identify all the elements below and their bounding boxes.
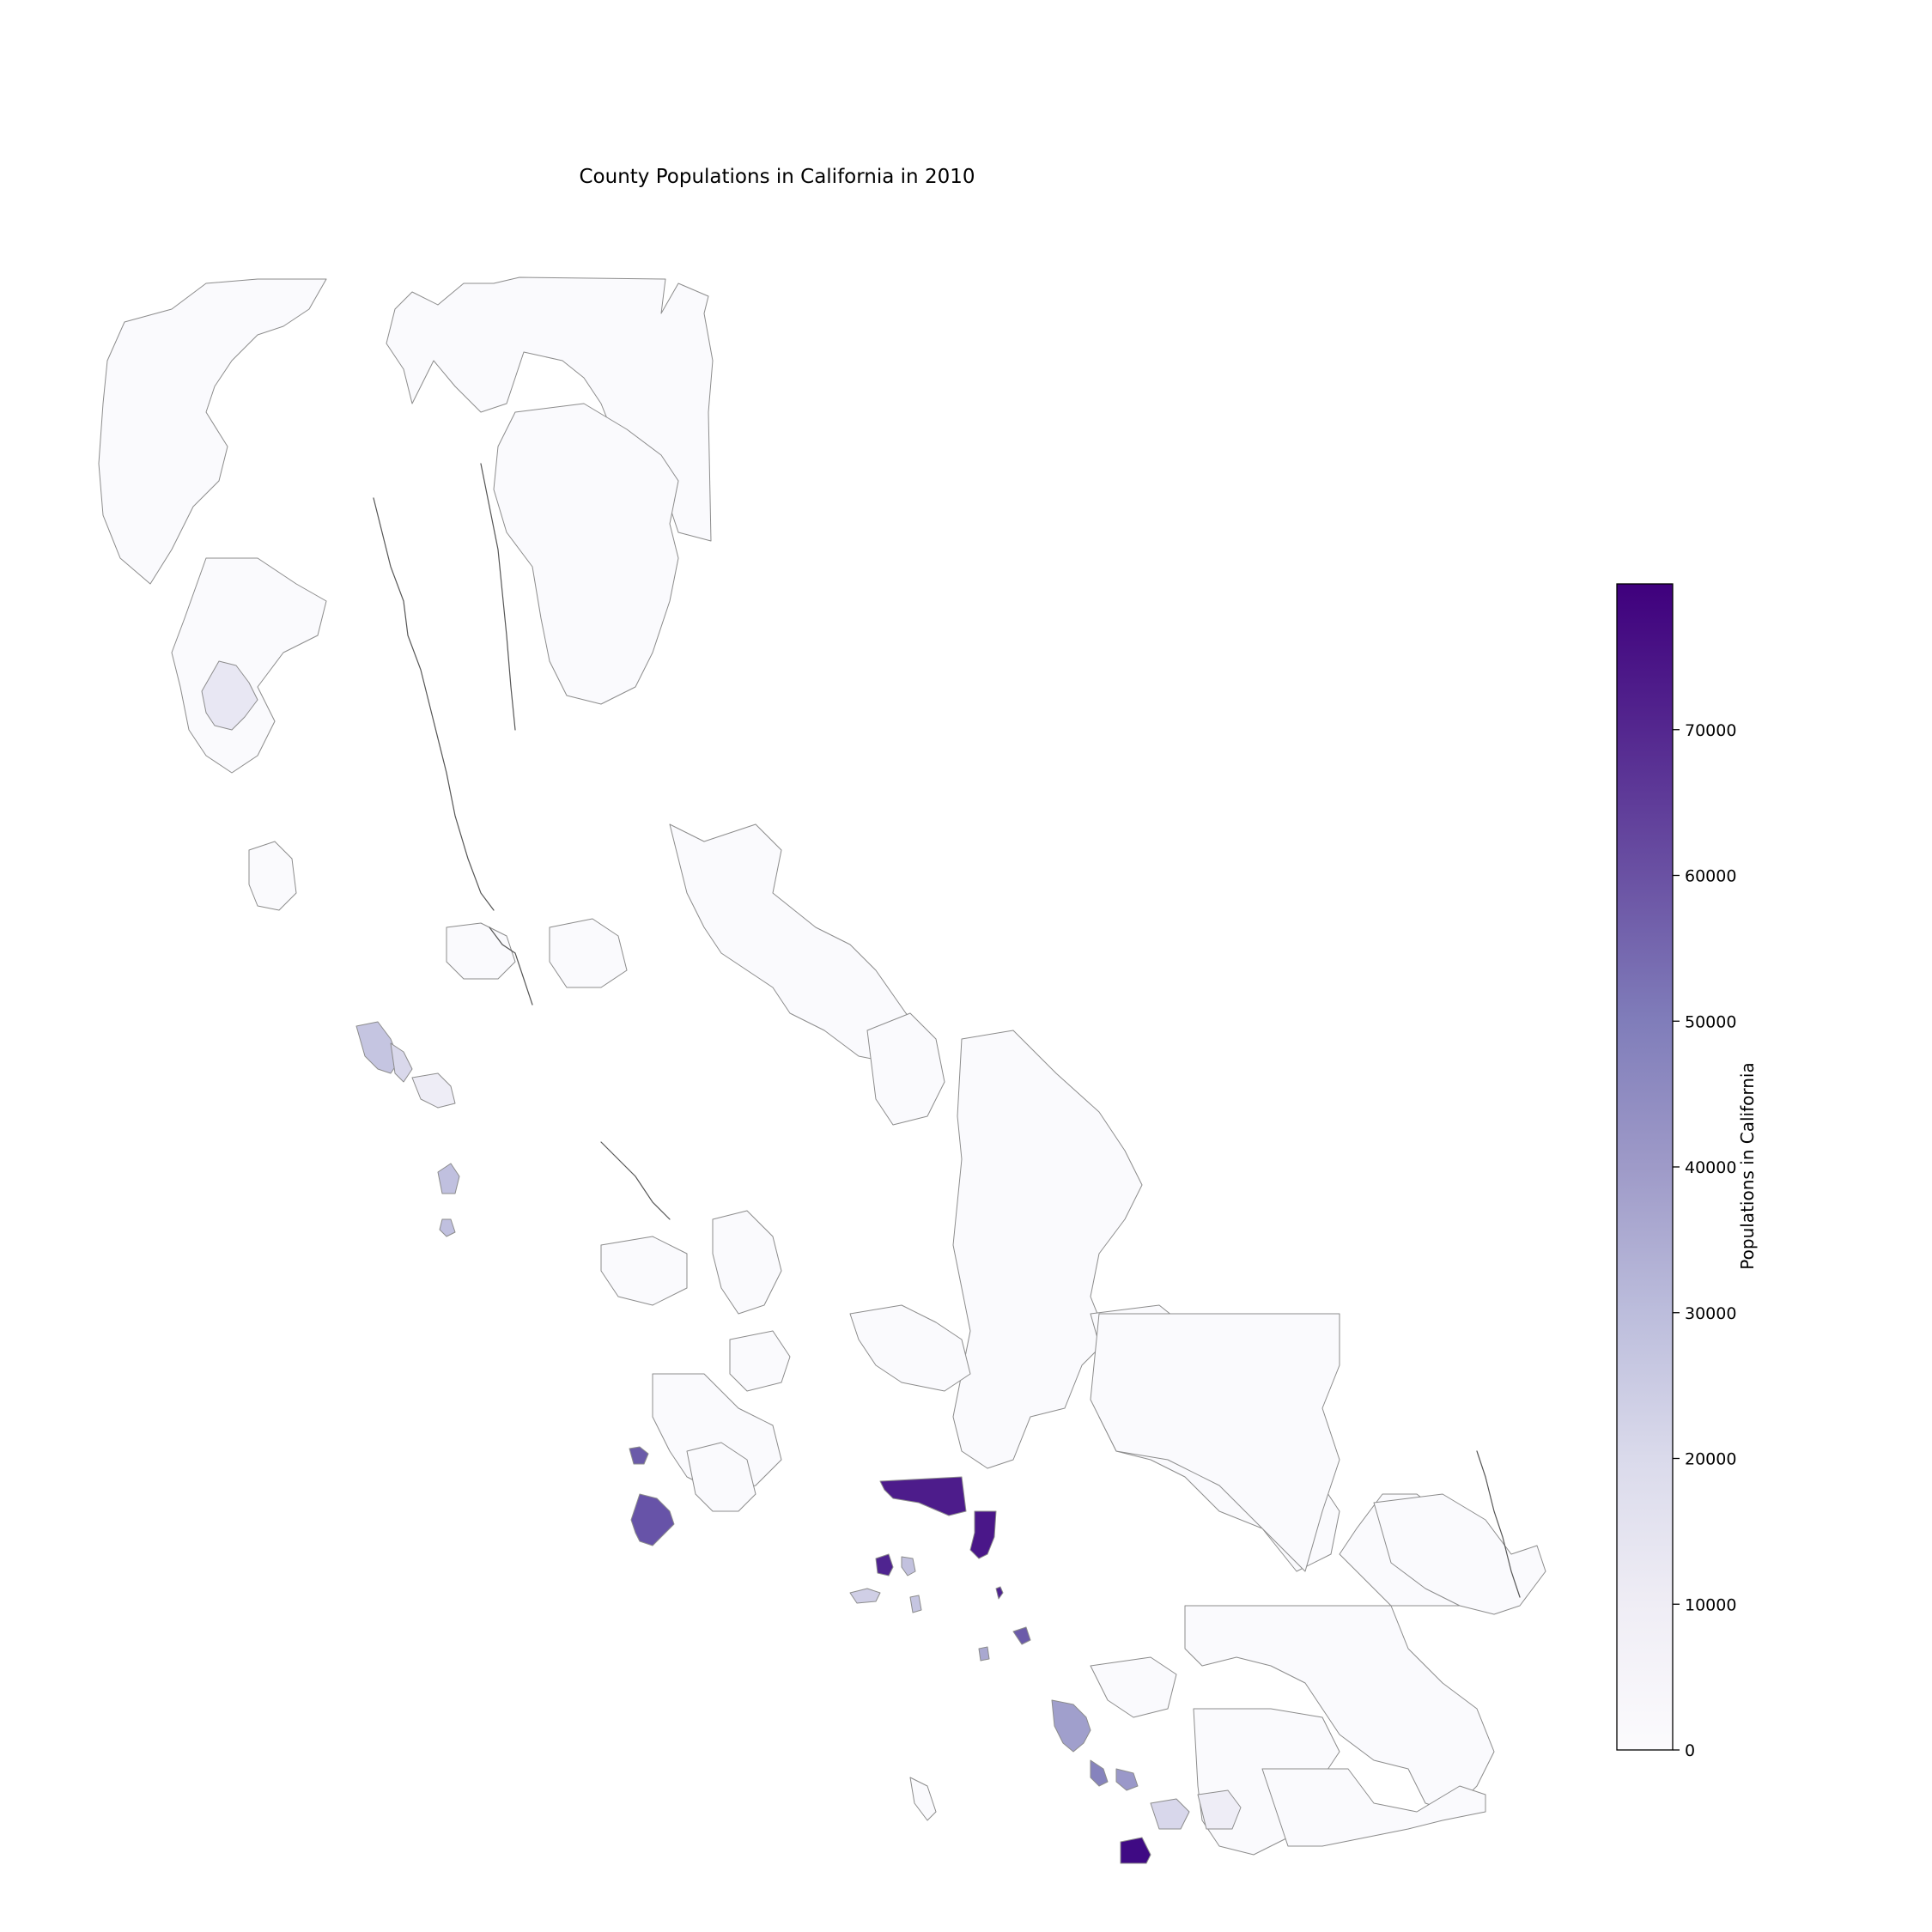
region-north-coast-cluster bbox=[201, 660, 258, 731]
colorbar-tick-label: 70000 bbox=[1685, 721, 1736, 740]
colorbar-gradient bbox=[1616, 583, 1674, 1751]
region-north-coast bbox=[98, 278, 327, 585]
region-colorado-river bbox=[1373, 1493, 1546, 1615]
region-north-east bbox=[386, 276, 714, 542]
colorbar-tick-label: 50000 bbox=[1685, 1012, 1736, 1031]
region-central-coast-hills bbox=[652, 1373, 782, 1495]
region-southern-mid bbox=[1150, 1798, 1190, 1830]
region-coastal-small-a bbox=[875, 1553, 894, 1577]
region-sierra-east bbox=[952, 1030, 1143, 1469]
region-small-inland-a bbox=[978, 1646, 990, 1662]
region-coastal-island bbox=[849, 1588, 881, 1604]
river-san-joaquin bbox=[489, 927, 533, 1005]
map-title: County Populations in California in 2010 bbox=[580, 166, 975, 188]
region-inland-sliver bbox=[995, 1586, 1004, 1600]
river-kings bbox=[600, 1141, 671, 1220]
region-southern-inland bbox=[1115, 1768, 1139, 1791]
region-delta bbox=[446, 922, 516, 980]
region-north-valley-b bbox=[549, 918, 628, 988]
populated-regions bbox=[201, 660, 1242, 1864]
region-mojave bbox=[1090, 1313, 1340, 1572]
colorbar-tick-label: 10000 bbox=[1685, 1595, 1736, 1614]
river-feather bbox=[480, 463, 516, 731]
colorbar-tick-label: 0 bbox=[1685, 1741, 1695, 1760]
region-central-a bbox=[600, 1236, 688, 1306]
river-lines bbox=[373, 463, 1521, 1598]
colorbar-label: Populations in California bbox=[1737, 1062, 1758, 1269]
colorbar-tick-label: 40000 bbox=[1685, 1158, 1736, 1177]
region-border-area bbox=[1120, 1837, 1151, 1864]
region-central-coast-large bbox=[630, 1493, 675, 1546]
region-southwest-island bbox=[909, 1777, 937, 1821]
region-yosemite bbox=[866, 1012, 945, 1126]
region-imperial bbox=[1261, 1768, 1486, 1847]
colorbar-tick-label: 30000 bbox=[1685, 1304, 1736, 1323]
colorbar-ticks: 0 10000 20000 30000 40000 50000 60000 70000 bbox=[1673, 721, 1736, 1760]
region-monterey-south bbox=[439, 1218, 456, 1237]
region-central-coast-small bbox=[629, 1446, 649, 1465]
region-north-mid bbox=[171, 557, 327, 774]
river-desert-channel bbox=[1476, 1450, 1521, 1598]
region-north-valley-a bbox=[248, 841, 297, 911]
colorbar-tick-label: 60000 bbox=[1685, 867, 1736, 886]
region-southern-coast-small bbox=[1090, 1759, 1109, 1787]
region-bay-area-south bbox=[411, 1072, 456, 1109]
region-coastal-small-b bbox=[901, 1556, 916, 1577]
land-regions bbox=[98, 276, 1546, 1856]
region-central-b bbox=[729, 1330, 791, 1392]
region-foothill-b bbox=[686, 1442, 756, 1512]
region-bay-area-central bbox=[390, 1042, 413, 1083]
river-sacramento bbox=[373, 497, 495, 911]
region-sierra-north bbox=[493, 403, 679, 705]
region-tehachapi bbox=[849, 1304, 971, 1392]
region-southern-coast-large bbox=[1051, 1699, 1091, 1753]
region-valley-south bbox=[969, 1510, 997, 1559]
region-valley-strip bbox=[879, 1476, 967, 1516]
colorbar-tick-label: 20000 bbox=[1685, 1450, 1736, 1469]
region-south-coast-ridge bbox=[1090, 1656, 1177, 1718]
region-foothill-a bbox=[712, 1210, 782, 1315]
region-southern-desert bbox=[1197, 1789, 1242, 1830]
region-small-inland-b bbox=[1012, 1626, 1031, 1645]
colorbar: 0 10000 20000 30000 40000 50000 60000 70000 Pop… bbox=[1616, 583, 1758, 1760]
region-monterey-bay bbox=[437, 1163, 460, 1194]
region-coastal-ridge bbox=[909, 1595, 922, 1613]
